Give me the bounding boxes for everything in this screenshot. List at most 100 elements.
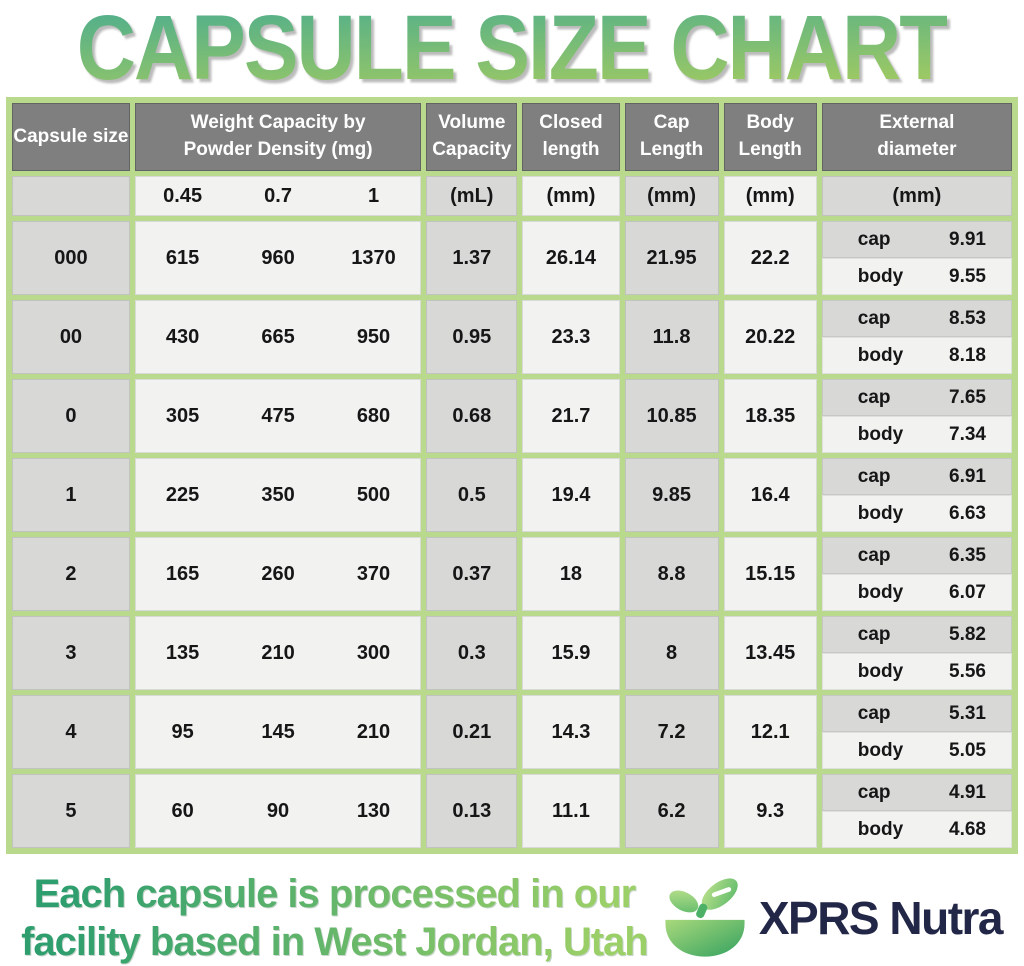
units-volume-cell: (mL) [426,176,518,216]
brand-lockup: XPRS Nutra [659,872,1016,964]
external-cap-subrow: cap 5.31 [821,695,1012,732]
cell-volume-capacity: 1.37 [426,221,518,295]
external-body-value: 7.34 [949,423,986,445]
cell-weight-capacity: 165 260 370 [134,537,422,611]
cell-closed-length: 18 [522,537,620,611]
weight-density-045-value: 430 [165,325,200,348]
weight-density-045-value: 225 [165,483,200,506]
cell-cap-length: 8 [624,616,719,690]
weight-density-1-value: 130 [356,799,391,822]
header-cap-line1: Cap [653,112,690,134]
units-external-cell: (mm) [821,176,1012,216]
density-07-label: 0.7 [264,184,292,207]
external-body-subrow: body 8.18 [821,337,1012,374]
cell-closed-length: 26.14 [522,221,620,295]
external-cap-subrow: cap 9.91 [821,221,1012,258]
cell-weight-capacity: 615 960 1370 [134,221,422,295]
cell-capsule-size: 5 [12,774,130,848]
cell-external-diameter: cap 6.91 body 6.63 [821,458,1012,532]
external-body-value: 6.07 [949,581,986,603]
header-capsule-size: Capsule size [12,103,130,171]
external-cap-value: 7.65 [949,386,986,408]
units-cap-cell: (mm) [624,176,719,216]
weight-density-07-value: 350 [261,483,295,506]
units-closed-cell: (mm) [522,176,620,216]
external-cap-subrow: cap 8.53 [821,300,1012,337]
cap-sublabel: cap [857,465,891,487]
cell-body-length: 9.3 [723,774,817,848]
cell-external-diameter: cap 5.82 body 5.56 [821,616,1012,690]
cell-cap-length: 11.8 [624,300,719,374]
body-sublabel: body [857,344,904,366]
leaf-bowl-logo-icon [665,878,745,957]
cell-body-length: 13.45 [723,616,817,690]
header-volume-line2: Capacity [432,139,512,160]
cell-external-diameter: cap 5.31 body 5.05 [821,695,1012,769]
external-body-subrow: body 9.55 [821,258,1012,295]
table-row: 000 615 960 1370 1.37 26.14 21.95 22.2 c… [12,221,1012,295]
cell-weight-capacity: 305 475 680 [134,379,422,453]
header-external-line1: External [879,112,955,134]
cell-cap-length: 9.85 [624,458,719,532]
density-045-label: 0.45 [163,184,203,207]
body-sublabel: body [857,502,904,524]
table-row: 3 135 210 300 0.3 15.9 8 13.45 cap 5.82 … [12,616,1012,690]
units-densities-cell: 0.45 0.7 1 [134,176,422,216]
external-cap-value: 9.91 [949,228,986,250]
external-cap-subrow: cap 5.82 [821,616,1012,653]
external-cap-value: 6.35 [949,544,986,566]
cell-weight-capacity: 430 665 950 [134,300,422,374]
cell-volume-capacity: 0.21 [426,695,518,769]
table-row: 4 95 145 210 0.21 14.3 7.2 12.1 cap 5.31… [12,695,1012,769]
cell-volume-capacity: 0.3 [426,616,518,690]
external-body-value: 6.63 [949,502,986,524]
cell-body-length: 20.22 [723,300,817,374]
external-body-value: 9.55 [949,265,986,287]
header-weight-line2: Powder Density (mg) [183,139,373,160]
body-sublabel: body [857,265,904,287]
weight-density-07-value: 145 [261,720,295,743]
table-row: 5 60 90 130 0.13 11.1 6.2 9.3 cap 4.91 b… [12,774,1012,848]
brand-name: XPRS Nutra [758,892,1004,944]
cell-body-length: 22.2 [723,221,817,295]
external-body-subrow: body 6.07 [821,574,1012,611]
cell-capsule-size: 000 [12,221,130,295]
weight-density-07-value: 260 [261,562,295,585]
weight-density-045-value: 165 [165,562,200,585]
weight-density-1-value: 370 [356,562,391,585]
page-title: CAPSULE SIZE CHART [77,0,950,101]
header-external-diameter: External diameter [821,103,1012,171]
table-row: 00 430 665 950 0.95 23.3 11.8 20.22 cap … [12,300,1012,374]
cell-closed-length: 19.4 [522,458,620,532]
density-1-label: 1 [367,184,380,207]
footer-tagline: Each capsule is processed in our facilit… [10,870,659,966]
external-body-subrow: body 4.68 [821,811,1012,848]
weight-density-1-value: 680 [356,404,391,427]
cell-volume-capacity: 0.95 [426,300,518,374]
cap-sublabel: cap [857,386,891,408]
cell-volume-capacity: 0.68 [426,379,518,453]
weight-density-07-value: 90 [266,799,290,822]
table-header-row: Capsule size Weight Capacity by Powder D… [12,103,1012,171]
weight-density-1-value: 1370 [351,246,396,269]
cap-sublabel: cap [857,544,891,566]
header-cap-line2: Length [639,139,704,160]
cell-weight-capacity: 135 210 300 [134,616,422,690]
weight-density-07-value: 665 [261,325,295,348]
weight-density-045-value: 95 [171,720,194,743]
body-sublabel: body [857,423,904,445]
cap-sublabel: cap [857,307,891,329]
external-cap-subrow: cap 4.91 [821,774,1012,811]
cell-closed-length: 14.3 [522,695,620,769]
external-cap-value: 5.31 [949,702,986,724]
external-cap-subrow: cap 7.65 [821,379,1012,416]
external-body-subrow: body 5.56 [821,653,1012,690]
tagline-line2: facility based in West Jordan, Utah [21,920,648,964]
cell-body-length: 15.15 [723,537,817,611]
units-body-cell: (mm) [723,176,817,216]
cell-weight-capacity: 60 90 130 [134,774,422,848]
external-body-subrow: body 5.05 [821,732,1012,769]
weight-density-1-value: 210 [356,720,391,743]
tagline-line1: Each capsule is processed in our [33,872,636,916]
external-body-value: 8.18 [949,344,986,366]
